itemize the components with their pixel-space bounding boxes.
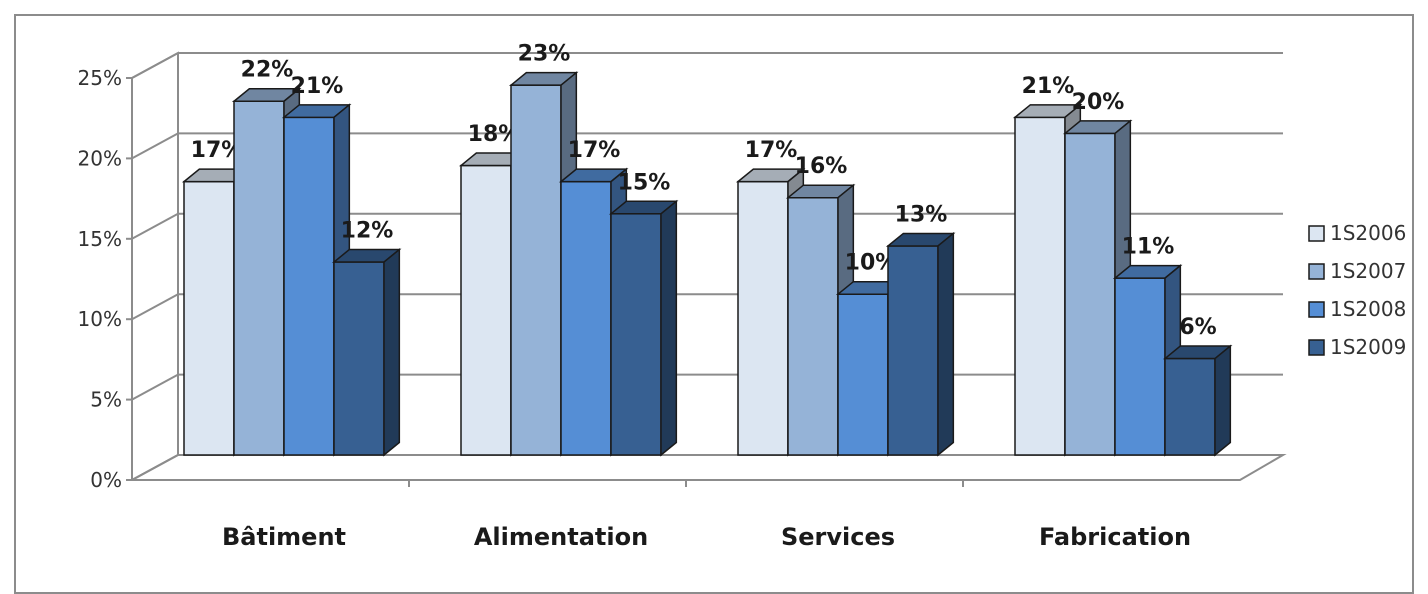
side-wall [131,51,179,481]
bar-1S2008-2 [837,293,889,456]
legend-label: 1S2006 [1330,221,1406,245]
bar-1S2007-3 [1064,132,1116,456]
gridline-side [131,454,179,481]
bar-1S2007-1 [510,84,562,456]
legend-label: 1S2008 [1330,297,1406,321]
legend-label: 1S2009 [1330,335,1406,359]
bar-1S2009-3 [1164,357,1216,456]
data-label: 21% [1022,74,1075,99]
bar-side-1S2009-2 [937,231,955,457]
bar-1S2009-2 [887,245,939,456]
bar-side-1S2009-0 [383,247,401,457]
category-label: Services [781,523,895,551]
bar-1S2006-0 [183,180,235,456]
data-label: 23% [518,42,571,67]
gridline-side [131,132,179,160]
bar-1S2007-0 [233,100,285,456]
y-tick-label: 25% [78,66,122,90]
y-tick-label: 10% [78,307,122,331]
bar-1S2008-1 [560,180,612,456]
legend-label: 1S2007 [1330,259,1406,283]
gridline-side [131,293,179,321]
bar-1S2008-0 [283,116,335,456]
data-label: 13% [895,202,948,227]
bar-1S2009-1 [610,213,662,456]
gridline-side [131,52,179,79]
bar-1S2008-3 [1114,277,1166,456]
y-tick-label: 5% [90,388,122,412]
gridline-side [131,212,179,240]
data-label: 22% [241,58,294,83]
data-label: 20% [1072,90,1125,115]
data-label: 15% [618,170,671,195]
data-label: 6% [1179,315,1216,340]
category-label: Fabrication [1039,523,1191,551]
bar-1S2009-0 [333,261,385,456]
bar-1S2006-2 [737,180,789,456]
category-label: Alimentation [474,523,648,551]
bar-side-1S2009-1 [660,199,678,457]
legend-swatch [1308,339,1325,356]
category-label: Bâtiment [222,523,346,551]
legend-swatch [1308,301,1325,318]
y-tick-label: 15% [78,227,122,251]
y-tick-label: 20% [78,146,122,170]
bar-1S2006-1 [460,164,512,456]
legend-swatch [1308,263,1325,280]
floor [131,454,1287,481]
y-tick-label: 0% [90,468,122,492]
data-label: 17% [568,138,621,163]
legend-swatch [1308,225,1325,242]
gridline-side [131,373,179,401]
data-label: 17% [745,138,798,163]
bar-1S2007-2 [787,196,839,456]
data-label: 12% [341,219,394,244]
bar-side-1S2009-3 [1214,344,1232,457]
data-label: 11% [1122,235,1175,260]
data-label: 21% [291,74,344,99]
data-label: 16% [795,154,848,179]
bar-1S2006-3 [1014,116,1066,456]
